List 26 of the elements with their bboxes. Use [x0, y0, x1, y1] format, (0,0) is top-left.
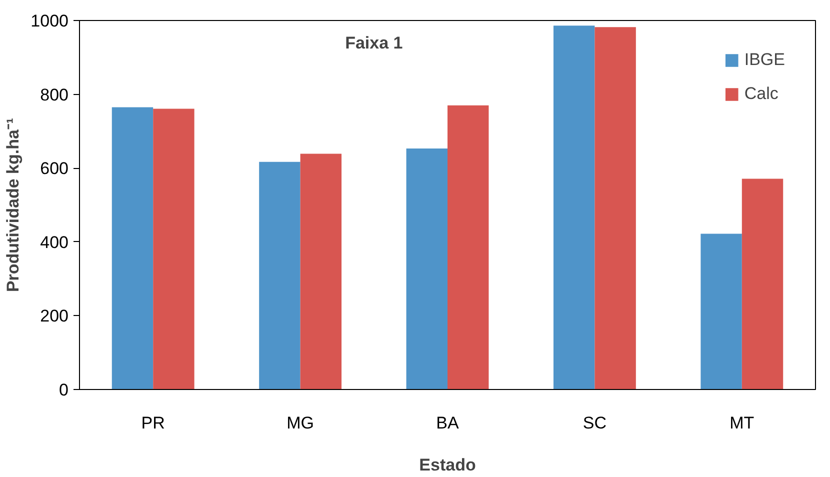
bar [553, 26, 595, 390]
text: Faixa 1 [345, 34, 403, 52]
bar [742, 178, 784, 390]
y-tick-label: 600 [40, 159, 69, 178]
x-tick-label: BA [436, 414, 460, 432]
y-tick-label: 400 [40, 232, 69, 252]
bar [700, 234, 742, 390]
bar [259, 162, 300, 390]
y-tick-label: 1000 [30, 12, 69, 30]
legend-label: Calc [744, 84, 778, 104]
bar [300, 154, 342, 390]
bar [594, 27, 636, 390]
x-axis-title: Estado [419, 456, 476, 474]
x-tick-label: PR [141, 414, 165, 432]
bar [448, 105, 489, 390]
x-tick-label: SC [582, 414, 607, 432]
legend-label: IBGE [744, 50, 785, 70]
y-axis-title: Produtividade kg.ha⁻¹ [4, 118, 23, 292]
y-tick-label: 200 [40, 306, 69, 326]
y-tick-label: 0 [59, 380, 69, 400]
bar [153, 108, 194, 390]
y-tick-label: 800 [40, 85, 69, 104]
bar [406, 148, 448, 390]
x-tick-label: MT [730, 414, 754, 432]
bar [112, 107, 154, 390]
x-tick-label: MG [286, 414, 314, 432]
